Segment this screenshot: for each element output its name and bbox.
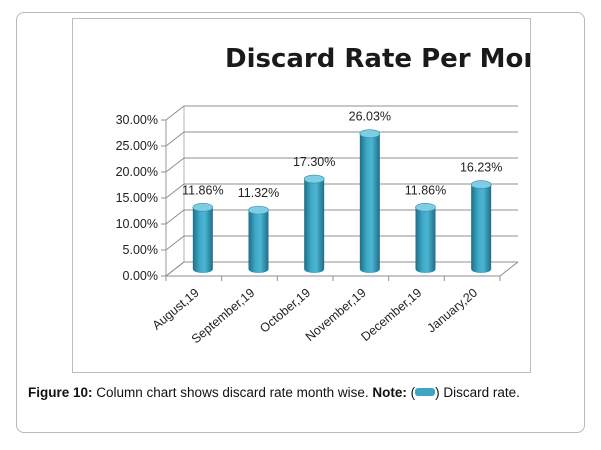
- y-tick-label: 20.00%: [116, 165, 158, 179]
- gridline: [165, 131, 518, 147]
- y-tick-label: 30.00%: [116, 113, 158, 127]
- bar: [415, 203, 436, 273]
- bar: [303, 174, 325, 273]
- x-tick-label: January,20: [424, 286, 480, 336]
- floor-right-edge: [499, 261, 519, 277]
- gridline: [165, 261, 518, 277]
- gridline: [165, 105, 518, 121]
- caption-legend-open: (: [406, 385, 416, 400]
- bar-body: [359, 133, 380, 273]
- legend-swatch: [415, 388, 436, 396]
- bar: [470, 180, 492, 273]
- chart-frame: Discard Rate Per Month 0.00% 5.00% 10.00% 1…: [72, 18, 573, 373]
- data-label: 11.32%: [238, 186, 279, 200]
- x-tick-label: August,19: [150, 286, 202, 333]
- grid-layer: [161, 105, 519, 281]
- bar-cap: [415, 203, 436, 212]
- bars-layer: [192, 129, 492, 273]
- caption-note-label: Note:: [372, 385, 407, 400]
- data-label: 26.03%: [349, 110, 391, 124]
- bar-cap: [303, 174, 325, 184]
- gridline: [165, 183, 518, 199]
- bar-body: [248, 210, 269, 273]
- y-tick-label: 0.00%: [123, 269, 158, 283]
- bar-cap: [359, 129, 381, 138]
- x-tick-label: October,19: [257, 286, 313, 336]
- bar-body: [415, 207, 436, 273]
- y-tick-label: 25.00%: [116, 139, 158, 153]
- figure-caption: Figure 10: Column chart shows discard ra…: [28, 384, 568, 401]
- data-label: 11.86%: [405, 183, 446, 197]
- caption-figure-label: Figure 10:: [28, 385, 93, 400]
- chart-svg: Discard Rate Per Month 0.00% 5.00% 10.00% 1…: [116, 44, 573, 346]
- bar-cap: [470, 180, 492, 189]
- caption-legend-close: ) Discard rate.: [435, 385, 520, 400]
- y-tick-label: 15.00%: [116, 191, 158, 205]
- bar-body: [304, 179, 325, 273]
- bar: [359, 129, 381, 273]
- y-tick-label: 10.00%: [116, 217, 158, 231]
- caption-text: Column chart shows discard rate month wi…: [92, 385, 373, 400]
- bar-cap: [192, 203, 214, 212]
- gridline: [165, 235, 518, 251]
- y-tick-label: 5.00%: [123, 243, 158, 257]
- data-label: 11.86%: [182, 183, 223, 197]
- bar: [248, 205, 269, 273]
- x-tick-label: December,19: [358, 286, 424, 345]
- gridline: [165, 209, 518, 225]
- data-label: 17.30%: [293, 155, 335, 169]
- bar-cap: [248, 205, 269, 215]
- bar-body: [192, 207, 213, 273]
- bar-body: [471, 184, 492, 273]
- gridline: [165, 157, 518, 173]
- chart-title: Discard Rate Per Month: [225, 44, 530, 74]
- data-label: 16.23%: [460, 161, 502, 175]
- bar: [192, 203, 214, 273]
